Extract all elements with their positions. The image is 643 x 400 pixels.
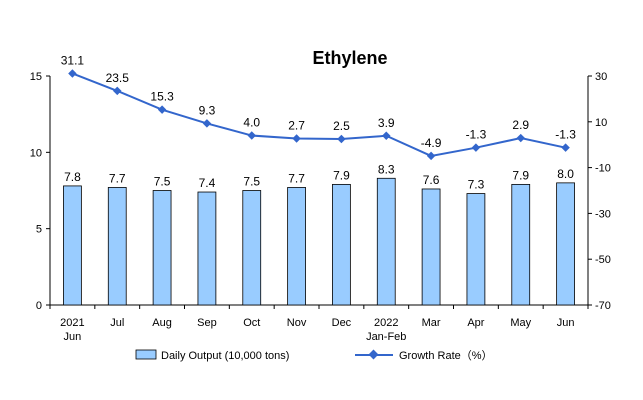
x-tick-label: 2021 — [60, 317, 84, 329]
y-right-tick-label: 10 — [595, 117, 607, 129]
legend: Daily Output (10,000 tons) Growth Rate（%… — [135, 349, 493, 362]
x-tick-label: Jul — [110, 317, 124, 329]
x-tick-label: Jun — [557, 317, 575, 329]
growth-rate-line — [72, 72, 566, 157]
x-tick-label: Nov — [287, 317, 307, 329]
bar-value-label: 7.8 — [64, 170, 81, 184]
bar-value-label: 7.9 — [512, 168, 529, 182]
bar — [421, 188, 441, 306]
legend-bar-label: Daily Output (10,000 tons) — [161, 350, 289, 362]
y-right-tick-label: -10 — [595, 163, 611, 175]
line-point — [337, 134, 346, 144]
y-left-tick-label: 0 — [36, 300, 42, 312]
bar — [287, 187, 306, 306]
y-left-tick-label: 15 — [30, 71, 42, 83]
line-value-label: 2.9 — [512, 118, 529, 132]
line-value-label: 4.0 — [243, 116, 260, 130]
bar — [242, 190, 262, 306]
y-right-tick-label: 30 — [595, 71, 607, 83]
line-value-label: 9.3 — [199, 103, 216, 117]
bar — [152, 190, 172, 306]
chart-title: Ethylene — [312, 48, 387, 68]
line-value-label: -1.3 — [466, 128, 487, 142]
line-point — [382, 131, 391, 141]
line-point — [157, 105, 167, 114]
bar — [107, 187, 127, 306]
line-value-label: 15.3 — [150, 90, 174, 104]
x-tick-label: May — [510, 317, 531, 329]
bar-value-label: 7.5 — [154, 175, 171, 189]
x-tick-label: Dec — [332, 317, 352, 329]
line-point — [516, 133, 525, 143]
x-tick-label: Jan-Feb — [366, 331, 406, 343]
bar — [376, 177, 396, 306]
legend-line-label: Growth Rate（%） — [399, 349, 493, 362]
line-value-label: 2.5 — [333, 119, 350, 133]
line-value-label: -1.3 — [555, 128, 576, 142]
x-tick-label: Apr — [467, 317, 484, 329]
bar-value-label: 8.3 — [378, 162, 395, 176]
x-tick-label: Aug — [152, 317, 172, 329]
line-point — [561, 143, 570, 152]
bar-value-label: 7.7 — [109, 171, 126, 185]
x-tick-label: Mar — [422, 317, 441, 329]
bar-value-label: 7.9 — [333, 168, 350, 182]
bar-value-label: 7.5 — [243, 175, 260, 189]
line-point — [202, 119, 212, 128]
bar — [511, 183, 531, 306]
y-left-tick-label: 10 — [30, 147, 42, 159]
bar-value-label: 7.6 — [423, 173, 440, 187]
y-left-tick-label: 5 — [36, 224, 42, 236]
bar-value-label: 7.4 — [199, 176, 216, 190]
bar-value-label: 8.0 — [557, 167, 574, 181]
bar — [332, 183, 351, 306]
bar-value-label: 7.7 — [288, 171, 305, 185]
line-point — [113, 86, 122, 96]
x-tick-label: Jun — [64, 331, 82, 343]
legend-bar-swatch — [135, 349, 157, 360]
bar — [556, 182, 575, 306]
line-value-label: 31.1 — [61, 53, 85, 67]
plot-area: 0 5 10 15 30 10 -10 -30 -50 -70 2021 Jun Jul Aug Sep Oc… — [30, 53, 611, 343]
line-value-label: 3.9 — [378, 116, 395, 130]
y-right-tick-label: -30 — [595, 208, 611, 220]
x-tick-label: Sep — [197, 317, 217, 329]
bar — [466, 193, 486, 306]
line-point — [247, 131, 256, 140]
line-value-label: -4.9 — [421, 136, 442, 150]
line-point — [68, 69, 77, 78]
bar — [197, 191, 217, 306]
bar-value-label: 7.3 — [468, 178, 485, 192]
line-value-label: 23.5 — [106, 71, 130, 85]
bar — [63, 185, 82, 306]
y-right-tick-label: -70 — [595, 300, 611, 312]
y-right-tick-label: -50 — [595, 254, 611, 266]
line-point — [471, 143, 481, 152]
line-point — [426, 151, 436, 161]
x-tick-label: Oct — [243, 317, 260, 329]
x-tick-label: 2022 — [374, 317, 398, 329]
line-value-label: 2.7 — [288, 119, 305, 133]
legend-line-marker — [368, 349, 379, 360]
line-point — [292, 134, 301, 143]
